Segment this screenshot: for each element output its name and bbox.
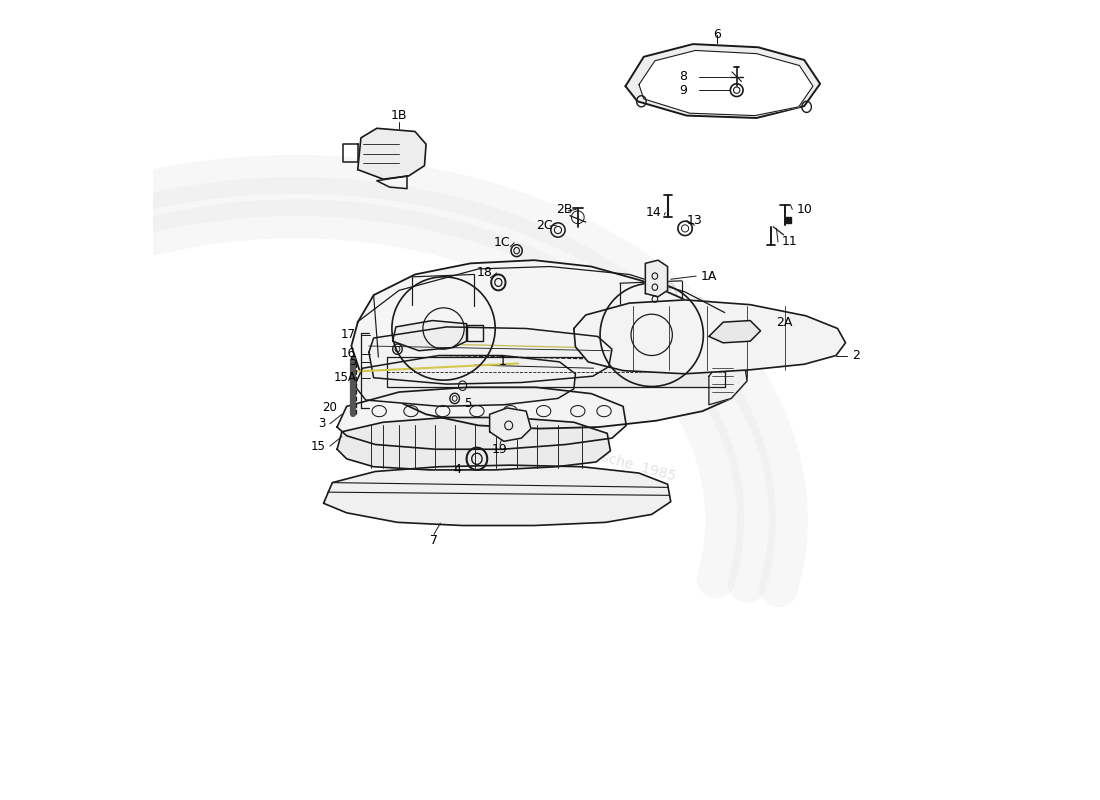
Polygon shape xyxy=(337,418,610,470)
Text: 6: 6 xyxy=(713,28,721,41)
Polygon shape xyxy=(323,465,671,526)
Polygon shape xyxy=(354,355,575,406)
Text: 3: 3 xyxy=(319,418,326,430)
Text: 1C: 1C xyxy=(494,236,510,250)
Polygon shape xyxy=(574,300,846,374)
Text: 5: 5 xyxy=(464,397,472,410)
Polygon shape xyxy=(490,408,531,442)
Text: 17: 17 xyxy=(341,328,356,342)
Text: 2B: 2B xyxy=(556,203,572,216)
Text: 9: 9 xyxy=(679,84,686,97)
Text: a parts supply for porsche  1985: a parts supply for porsche 1985 xyxy=(454,412,676,484)
Polygon shape xyxy=(393,321,466,350)
Text: © porsche: © porsche xyxy=(644,275,838,366)
Text: 19: 19 xyxy=(492,442,508,456)
Polygon shape xyxy=(639,50,813,115)
Text: 2: 2 xyxy=(851,349,860,362)
Text: 2C: 2C xyxy=(536,218,552,232)
Polygon shape xyxy=(708,321,760,342)
Text: 7: 7 xyxy=(430,534,438,547)
Text: 1B: 1B xyxy=(390,109,407,122)
Text: 4: 4 xyxy=(453,462,461,476)
Text: 5: 5 xyxy=(349,355,356,368)
Polygon shape xyxy=(337,387,626,450)
Polygon shape xyxy=(626,44,821,118)
Text: 18: 18 xyxy=(477,266,493,279)
Text: 1: 1 xyxy=(498,355,506,368)
Text: 15: 15 xyxy=(311,439,326,453)
Polygon shape xyxy=(358,128,426,179)
Text: 11: 11 xyxy=(782,235,797,249)
Text: 2A: 2A xyxy=(777,317,793,330)
Text: 13: 13 xyxy=(686,214,703,227)
Polygon shape xyxy=(708,357,747,405)
Text: 15A: 15A xyxy=(333,371,356,384)
Text: 1A: 1A xyxy=(701,270,717,282)
Polygon shape xyxy=(351,260,747,429)
Polygon shape xyxy=(646,260,668,297)
Polygon shape xyxy=(368,327,612,384)
Text: 8: 8 xyxy=(679,70,686,83)
Text: 10: 10 xyxy=(796,203,812,216)
Polygon shape xyxy=(387,357,725,387)
Text: 14: 14 xyxy=(646,206,661,219)
Text: 16: 16 xyxy=(341,347,356,361)
Text: 20: 20 xyxy=(322,402,337,414)
